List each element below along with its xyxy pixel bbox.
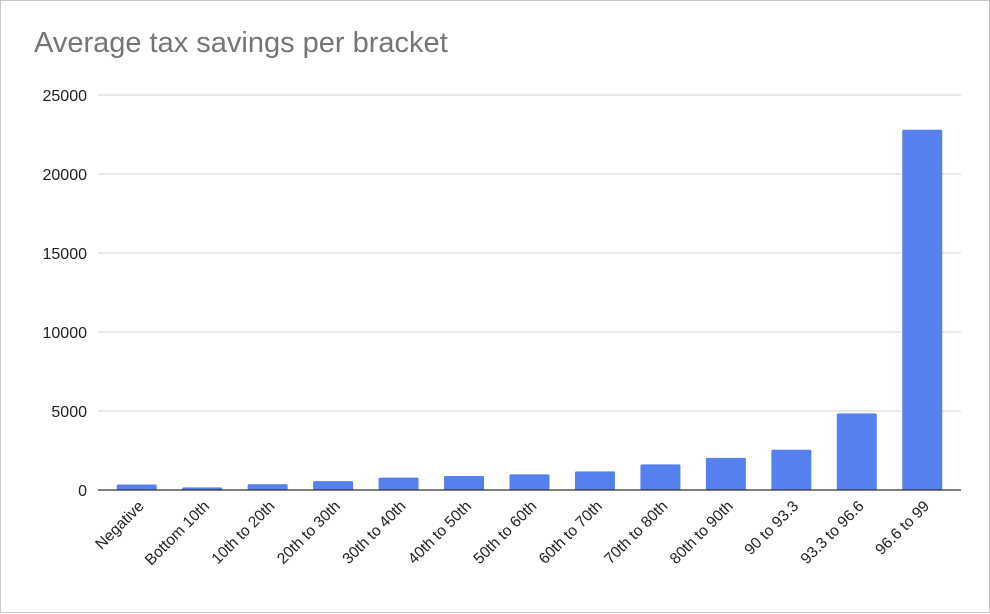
bar xyxy=(836,413,877,490)
bar xyxy=(902,129,943,490)
x-tick-label: Bottom 10th xyxy=(142,498,213,569)
x-tick-label: 60th to 70th xyxy=(536,498,606,568)
bar xyxy=(771,449,812,490)
bar xyxy=(116,484,157,490)
bar xyxy=(182,487,223,490)
x-tick-label: 93.3 to 96.6 xyxy=(798,498,868,568)
x-tick-label: 50th to 60th xyxy=(470,498,540,568)
bars xyxy=(116,129,943,490)
x-tick-label: 40th to 50th xyxy=(405,498,475,568)
chart-title: Average tax savings per bracket xyxy=(34,27,448,59)
y-tick-label: 15000 xyxy=(43,246,88,263)
y-tick-label: 10000 xyxy=(43,325,88,342)
x-tick-label: 20th to 30th xyxy=(274,498,344,568)
y-tick-label: 25000 xyxy=(43,88,88,105)
bar xyxy=(247,484,288,490)
x-tick-label: 10th to 20th xyxy=(209,498,279,568)
gridlines xyxy=(98,94,961,412)
x-tick-label: 96.6 to 99 xyxy=(872,498,933,559)
y-tick-label: 0 xyxy=(78,483,87,500)
bar xyxy=(378,477,419,490)
bar xyxy=(705,457,746,490)
x-tick-label: 90 to 93.3 xyxy=(741,498,802,559)
bar xyxy=(574,471,615,490)
bar xyxy=(640,464,681,490)
x-tick-label: 30th to 40th xyxy=(339,498,409,568)
x-tick-label: 70th to 80th xyxy=(601,498,671,568)
x-tick-label: 80th to 90th xyxy=(667,498,737,568)
y-tick-label: 20000 xyxy=(43,167,88,184)
x-tick-label: Negative xyxy=(92,498,147,553)
y-axis-ticks: 0 5000 10000 15000 20000 25000 xyxy=(43,88,88,500)
bar xyxy=(509,474,550,490)
bar xyxy=(444,475,485,490)
y-tick-label: 5000 xyxy=(51,404,87,421)
bar xyxy=(313,481,354,490)
